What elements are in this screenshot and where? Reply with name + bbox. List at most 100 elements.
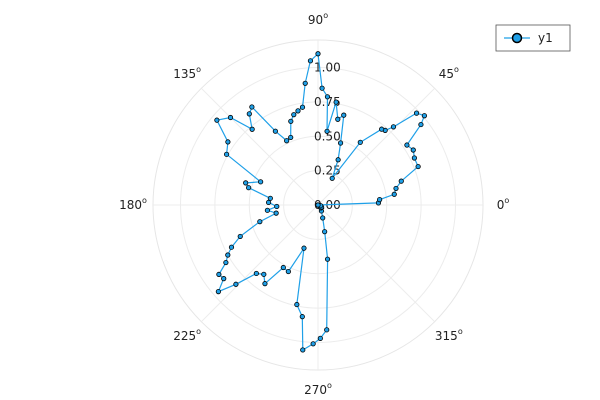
data-point-60 [253,270,259,277]
data-point-56 [216,271,222,278]
data-point-50 [273,210,279,216]
data-point-9 [404,142,410,148]
data-point-54 [225,252,231,258]
data-point-8 [410,147,416,153]
data-point-40 [214,117,220,123]
data-point-73 [322,229,328,235]
data-point-61 [261,271,267,277]
data-point-46 [267,195,273,201]
data-point-35 [272,128,278,134]
angle-tick-label-270: 270o [304,381,332,397]
degree-symbol: o [323,11,328,20]
angle-tick-label-315: 315o [435,327,463,343]
data-point-36 [249,104,255,110]
grid-spoke-315 [317,204,436,323]
data-point-45 [246,185,252,191]
data-point-70 [317,335,323,341]
degree-symbol: o [142,196,147,205]
data-point-37 [246,111,252,117]
data-point-38 [249,126,255,132]
data-point-10 [418,121,424,128]
degree-symbol: o [196,65,201,74]
data-point-25 [319,85,325,91]
data-point-23 [324,128,330,134]
data-point-62 [262,281,268,287]
data-point-5 [398,178,404,184]
data-point-11 [421,113,427,119]
data-point-22 [333,99,339,105]
data-point-28 [302,80,308,86]
legend-entry-y1: y1 [538,31,553,45]
data-point-79 [315,202,321,208]
data-point-39 [227,114,234,121]
data-point-26 [315,51,321,57]
data-point-3 [391,191,397,197]
data-point-42 [224,151,230,157]
data-point-51 [257,219,263,225]
data-point-30 [295,108,301,114]
legend-marker-swatch [511,32,523,44]
grid-spoke-135 [200,87,319,206]
data-point-21 [335,116,341,122]
angle-tick-label-225: 225o [173,327,201,343]
grid-spoke-45 [317,87,436,206]
data-point-52 [237,233,243,240]
data-point-58 [215,288,221,295]
data-point-27 [307,58,314,64]
data-point-59 [233,281,239,287]
data-point-15 [379,126,385,132]
data-point-34 [284,138,290,144]
data-point-47 [265,199,272,206]
data-point-65 [301,245,307,251]
degree-symbol: o [458,327,463,336]
data-point-64 [285,268,291,275]
degree-symbol: o [454,65,459,74]
data-point-19 [337,140,344,146]
data-point-74 [320,215,326,221]
radial-tick-label-4: 1.00 [314,61,341,75]
legend: y1 [495,24,571,52]
angle-tick-labels: 0o 45o 90o 135o 180o 225o 270o 315o [119,11,509,397]
data-point-72 [324,256,331,262]
data-point-24 [324,94,331,100]
data-point-17 [329,175,335,181]
data-point-49 [264,207,271,213]
degree-symbol: o [327,381,332,390]
data-point-44 [243,180,249,186]
data-point-68 [300,347,306,353]
data-point-4 [393,185,399,192]
data-point-16 [357,139,363,145]
data-point-33 [288,134,294,141]
series-y1 [214,51,427,353]
angle-tick-label-45: 45o [439,65,459,81]
angle-tick-label-0: 0o [497,196,510,212]
data-point-48 [274,203,280,210]
data-point-29 [299,104,306,110]
data-point-41 [225,139,231,145]
degree-symbol: o [196,327,201,336]
data-point-71 [324,327,330,333]
data-point-53 [228,244,235,250]
radial-tick-label-2: 0.50 [314,129,341,143]
degree-symbol: o [504,196,509,205]
polar-grid [152,39,484,371]
data-point-57 [221,276,227,282]
angle-tick-label-180: 180o [119,196,147,212]
data-point-43 [258,179,264,185]
data-point-69 [310,341,316,347]
data-point-12 [413,110,420,116]
data-point-6 [415,163,421,170]
data-point-32 [288,118,294,124]
data-point-7 [411,155,417,161]
data-point-18 [335,157,341,163]
data-point-31 [291,112,297,118]
data-point-20 [341,112,347,118]
data-point-55 [223,259,229,266]
data-point-13 [390,124,397,130]
data-point-66 [294,301,300,308]
angle-tick-label-90: 90o [308,11,328,27]
grid-spoke-225 [200,204,319,323]
data-point-67 [299,314,305,320]
data-point-2 [377,197,383,203]
